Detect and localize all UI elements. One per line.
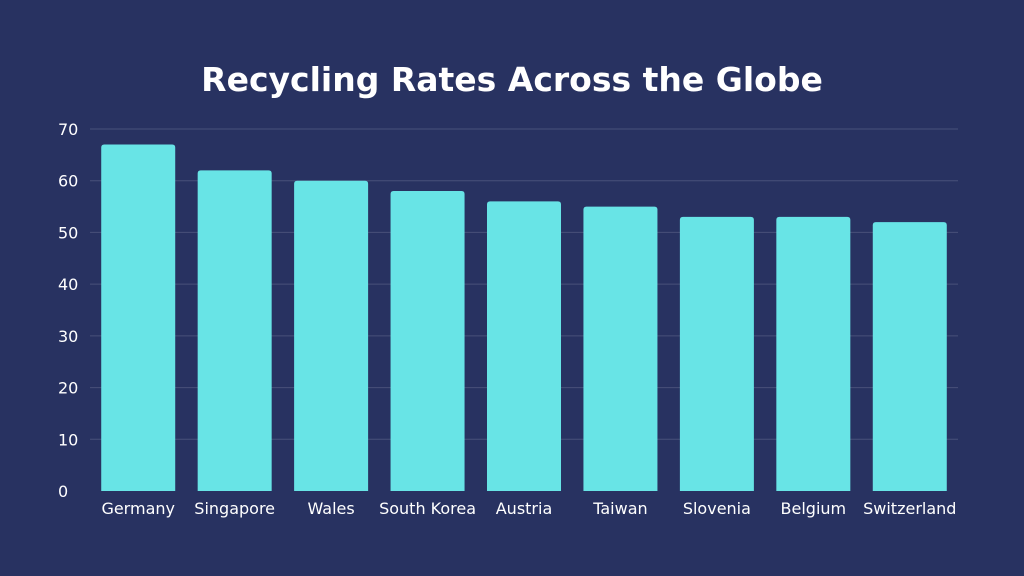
x-axis-labels: Germany Singapore Wales South Korea Austria T…: [101, 499, 956, 518]
bar-singapore: [197, 170, 272, 491]
bar-germany: [101, 144, 176, 491]
x-tick-label: Slovenia: [683, 499, 751, 518]
y-tick-label: 60: [58, 172, 78, 191]
x-tick-label: Singapore: [194, 499, 275, 518]
bar-slovenia: [679, 216, 754, 491]
bar-south-korea: [390, 191, 465, 492]
bars: [101, 144, 947, 492]
bar-taiwan: [583, 206, 658, 492]
bar-austria: [487, 201, 561, 491]
bar-wales: [294, 180, 369, 491]
y-tick-label: 20: [58, 379, 78, 398]
x-tick-label: Belgium: [781, 499, 847, 518]
y-tick-label: 70: [58, 120, 78, 139]
y-tick-label: 10: [58, 430, 78, 449]
y-tick-label: 40: [58, 275, 78, 294]
x-tick-label: Switzerland: [863, 499, 956, 518]
y-tick-label: 50: [58, 223, 78, 242]
x-tick-label: Taiwan: [592, 499, 647, 518]
bar-belgium: [776, 216, 851, 491]
y-tick-label: 30: [58, 327, 78, 346]
y-axis-ticks: 0 10 20 30 40 50 60 70: [58, 120, 78, 501]
chart-title: Recycling Rates Across the Globe: [201, 60, 823, 99]
x-tick-label: Austria: [496, 499, 553, 518]
x-tick-label: Germany: [101, 499, 175, 518]
x-tick-label: South Korea: [379, 499, 476, 518]
bar-switzerland: [872, 222, 947, 492]
x-tick-label: Wales: [307, 499, 354, 518]
y-tick-label: 0: [58, 482, 68, 501]
